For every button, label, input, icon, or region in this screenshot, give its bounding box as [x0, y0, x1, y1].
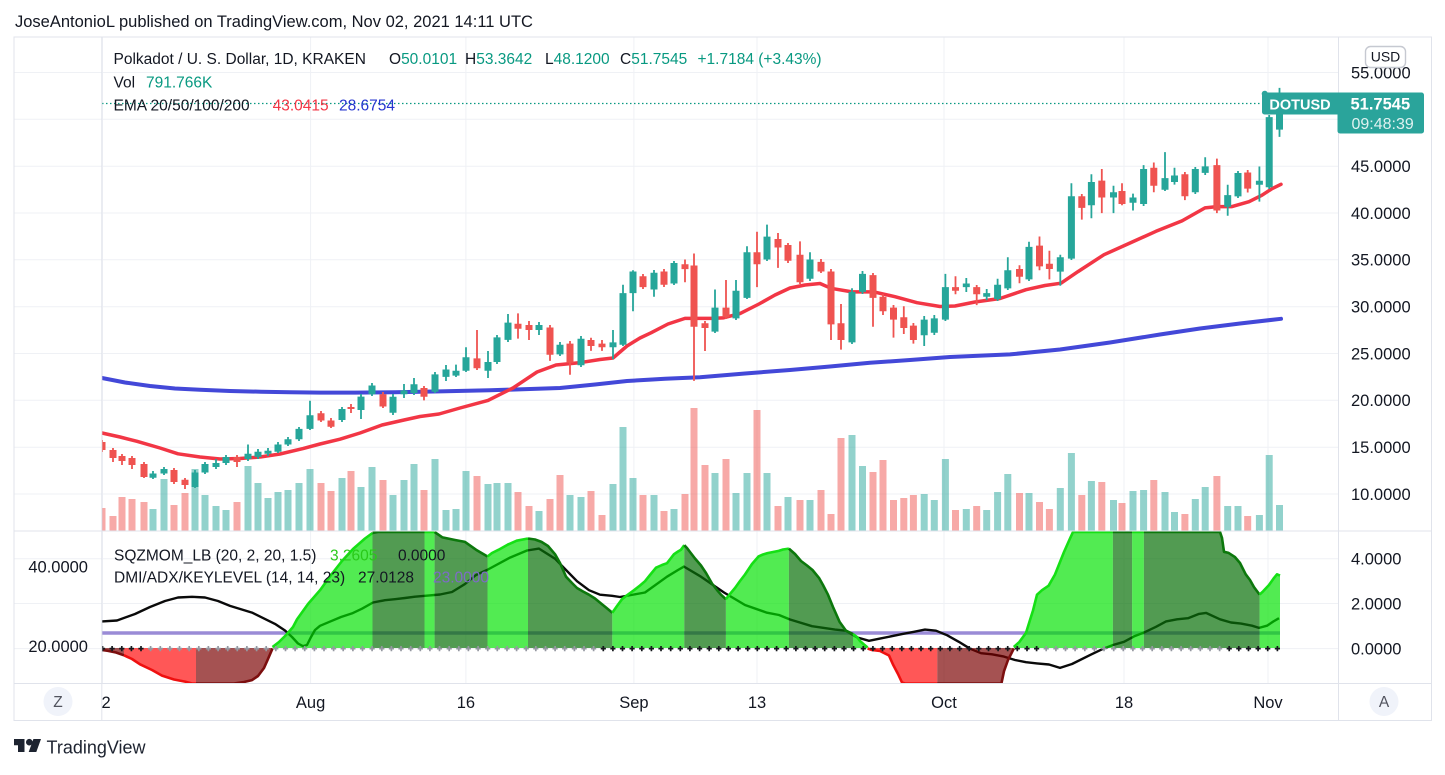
svg-text:2.0000: 2.0000 — [1351, 595, 1401, 613]
svg-text:25.0000: 25.0000 — [1351, 345, 1411, 363]
svg-text:35.0000: 35.0000 — [1351, 252, 1411, 270]
svg-text:30.0000: 30.0000 — [1351, 298, 1411, 316]
svg-text:55.0000: 55.0000 — [1351, 64, 1411, 82]
svg-text:40.0000: 40.0000 — [1351, 205, 1411, 223]
svg-text:09:48:39: 09:48:39 — [1352, 116, 1414, 133]
svg-text:DOTUSD: DOTUSD — [1269, 98, 1330, 114]
svg-text:20.0000: 20.0000 — [28, 638, 88, 656]
svg-text:20.0000: 20.0000 — [1351, 392, 1411, 410]
svg-text:13: 13 — [748, 694, 766, 712]
svg-text:40.0000: 40.0000 — [28, 559, 88, 577]
svg-text:16: 16 — [457, 694, 475, 712]
svg-text:15.0000: 15.0000 — [1351, 439, 1411, 457]
svg-text:DMI/ADX/KEYLEVEL (14, 14, 23)2: DMI/ADX/KEYLEVEL (14, 14, 23) 27.0128 23.0… — [114, 570, 489, 587]
svg-text:10.0000: 10.0000 — [1351, 486, 1411, 504]
svg-text:Oct: Oct — [931, 694, 957, 712]
svg-text:Nov: Nov — [1253, 694, 1283, 712]
svg-text:4.0000: 4.0000 — [1351, 551, 1401, 569]
svg-text:0.0000: 0.0000 — [1351, 640, 1401, 658]
svg-text:Sep: Sep — [619, 694, 648, 712]
svg-text:Z: Z — [53, 694, 62, 711]
svg-text:Aug: Aug — [296, 694, 325, 712]
svg-text:45.0000: 45.0000 — [1351, 158, 1411, 176]
svg-text:18: 18 — [1115, 694, 1133, 712]
svg-text:SQZMOM_LB (20, 2, 20, 1.5)3.26: SQZMOM_LB (20, 2, 20, 1.5) 3.2605 0.0000 — [114, 548, 446, 565]
svg-text:Polkadot / U. S. Dollar, 1D, K: Polkadot / U. S. Dollar, 1D, KRAKEN O50.0… — [114, 51, 822, 68]
svg-text:2: 2 — [102, 694, 111, 712]
svg-text:USD: USD — [1371, 49, 1401, 65]
svg-text:TradingView: TradingView — [47, 738, 147, 758]
svg-text:JoseAntonioL published on Trad: JoseAntonioL published on TradingView.co… — [15, 13, 533, 31]
svg-text:A: A — [1379, 694, 1390, 711]
svg-text:51.7545: 51.7545 — [1351, 96, 1411, 114]
